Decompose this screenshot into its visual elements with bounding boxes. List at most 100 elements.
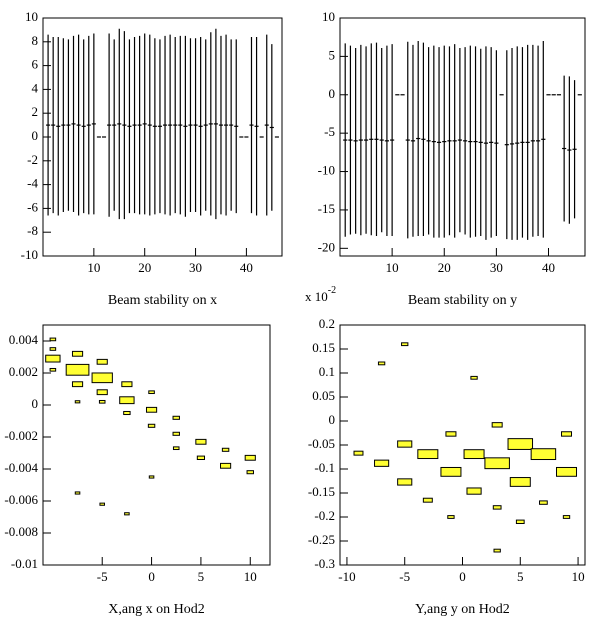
y-tick-label: -2 <box>27 152 38 167</box>
histogram-cell <box>401 342 409 347</box>
histogram-cell <box>65 363 90 376</box>
y-tick-label: 0.1 <box>319 364 335 379</box>
histogram-cell <box>220 462 232 469</box>
x-tick-label: 10 <box>244 569 257 584</box>
y-tick-label: 8 <box>32 33 39 48</box>
panel-title: Beam stability on y <box>408 293 517 308</box>
histogram-cell <box>417 449 439 460</box>
histogram-cell <box>71 350 84 357</box>
histogram-cell <box>147 423 156 428</box>
axis-multiplier-base: x 10 <box>305 289 328 304</box>
y-tick-label: -4 <box>27 176 38 191</box>
histogram-cell <box>397 478 413 486</box>
histogram-cell <box>463 449 485 460</box>
histogram-cell <box>491 422 503 428</box>
histogram-cell <box>172 415 180 420</box>
histogram-cell <box>196 455 206 461</box>
y-tick-label: -15 <box>318 201 335 216</box>
y-tick-label: -0.15 <box>308 484 335 499</box>
y-tick-label: 10 <box>25 9 38 24</box>
histogram-cell <box>440 466 462 477</box>
histogram-cell <box>447 515 455 519</box>
histogram-cell <box>493 548 501 553</box>
histogram-cell <box>123 410 131 416</box>
histogram-cell <box>353 450 364 456</box>
axis-multiplier: x 10-2 <box>305 285 336 304</box>
histogram-cell <box>45 354 61 363</box>
x-tick-label: 20 <box>438 260 451 275</box>
y-tick-label: -0.01 <box>11 556 38 571</box>
histogram-cell <box>121 381 133 388</box>
histogram-cell <box>556 466 578 477</box>
y-tick-label: -8 <box>27 223 38 238</box>
y-tick-label: 0 <box>329 86 336 101</box>
y-tick-label: 0 <box>329 412 336 427</box>
histogram-cell <box>374 459 390 467</box>
y-tick-label: 0.2 <box>319 316 335 331</box>
y-tick-label: -20 <box>318 239 335 254</box>
y-tick-label: 0 <box>32 396 39 411</box>
histogram-cell <box>195 438 207 445</box>
y-tick-label: -0.004 <box>4 460 38 475</box>
histogram-cell <box>49 337 57 342</box>
histogram-cell <box>119 396 135 405</box>
histogram-cell <box>96 358 108 365</box>
histogram-cell <box>71 381 84 388</box>
y-tick-label: -0.006 <box>4 492 38 507</box>
histogram-cell <box>509 477 531 487</box>
x-tick-label: 0 <box>459 569 466 584</box>
x-tick-label: 40 <box>240 260 253 275</box>
y-tick-label: 0 <box>32 128 39 143</box>
y-tick-label: 2 <box>32 104 39 119</box>
y-tick-label: -0.008 <box>4 524 38 539</box>
x-tick-label: 10 <box>87 260 100 275</box>
x-tick-label: -10 <box>338 569 355 584</box>
histogram-cell <box>561 431 573 437</box>
histogram-cell <box>492 505 502 510</box>
panel-title: Beam stability on x <box>108 293 217 308</box>
histogram-cell <box>74 491 81 495</box>
histogram-cell <box>221 447 230 452</box>
histogram-cell <box>466 487 482 495</box>
x-tick-label: 40 <box>542 260 555 275</box>
x-tick-label: 10 <box>572 569 585 584</box>
histogram-cell <box>530 448 557 461</box>
y-tick-label: 0.15 <box>312 340 335 355</box>
histogram-cell <box>470 375 478 380</box>
y-tick-label: 0.05 <box>312 388 335 403</box>
histogram-cell <box>148 390 155 395</box>
x-tick-label: 5 <box>517 569 524 584</box>
x-tick-label: 0 <box>148 569 155 584</box>
panel-title: X,ang x on Hod2 <box>108 602 204 617</box>
plot-frame <box>42 324 271 566</box>
y-tick-label: -0.25 <box>308 532 335 547</box>
y-tick-label: 0.002 <box>9 364 38 379</box>
y-tick-label: -0.2 <box>314 508 335 523</box>
histogram-cell <box>172 446 180 451</box>
y-tick-label: -0.1 <box>314 460 335 475</box>
x-tick-label: 30 <box>189 260 202 275</box>
panel-title: Y,ang y on Hod2 <box>415 602 510 617</box>
y-tick-label: 4 <box>32 80 39 95</box>
histogram-cell <box>422 497 433 503</box>
y-tick-label: 10 <box>322 9 335 24</box>
y-tick-label: 5 <box>329 47 336 62</box>
y-tick-label: -0.3 <box>314 556 335 571</box>
x-tick-label: 20 <box>138 260 151 275</box>
histogram-cell <box>507 438 534 450</box>
y-tick-label: -10 <box>318 163 335 178</box>
histogram-cell <box>49 367 57 372</box>
y-tick-label: 6 <box>32 57 39 72</box>
x-tick-label: 30 <box>490 260 503 275</box>
histogram-cell <box>91 372 113 384</box>
histogram-cell <box>124 512 130 516</box>
histogram-cell <box>145 406 158 413</box>
x-tick-label: -5 <box>97 569 108 584</box>
histogram-cell <box>98 399 106 404</box>
histogram-cell <box>172 431 180 436</box>
x-tick-label: 5 <box>198 569 205 584</box>
histogram-cell <box>148 475 155 479</box>
histogram-cell <box>377 361 386 366</box>
y-tick-label: -10 <box>21 247 38 262</box>
